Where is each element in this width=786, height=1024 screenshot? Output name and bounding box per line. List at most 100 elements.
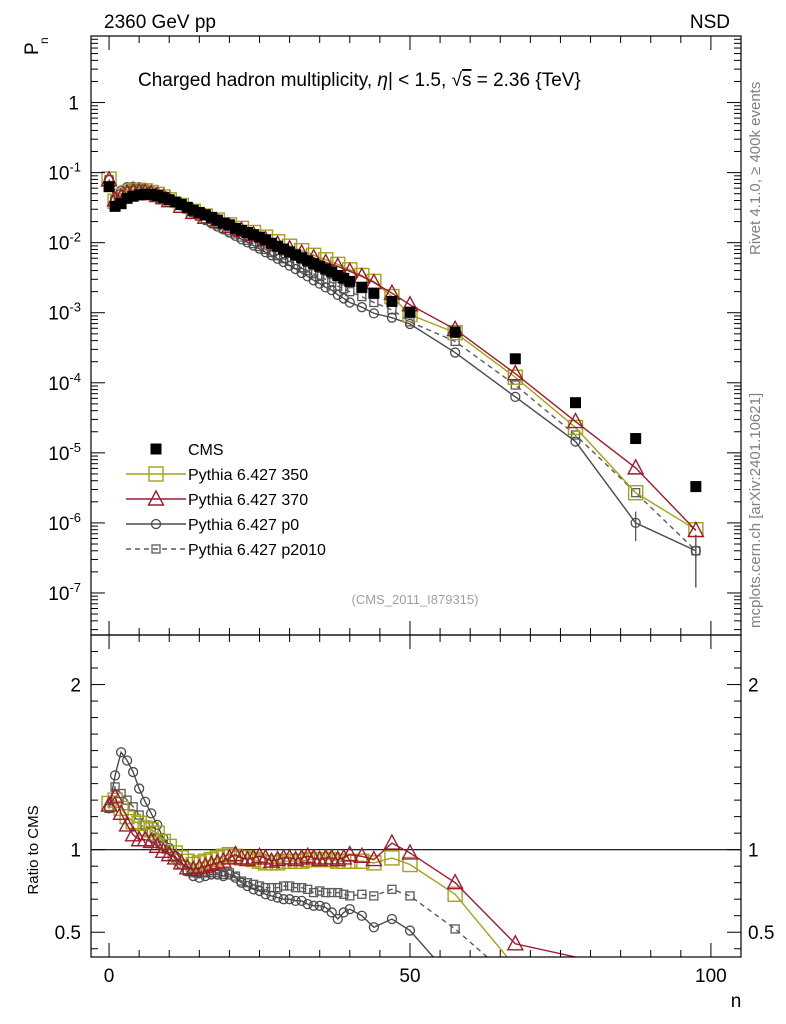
header-left: 2360 GeV pp: [104, 12, 216, 33]
main-point-p0: [368, 308, 380, 319]
main-ylabel: P: [22, 42, 43, 55]
ratio-point-p0: [266, 890, 277, 902]
main-point-cms: [103, 181, 115, 193]
ratio-point-p0: [140, 796, 151, 807]
main-point-p0: [690, 545, 702, 556]
legend-label-p370: Pythia 6.427 370: [188, 492, 308, 509]
main-point-cms: [145, 188, 157, 200]
ratio-line-p2010: [108, 785, 489, 957]
title-s: s: [462, 70, 472, 91]
main-point-cms: [199, 209, 211, 221]
ratio-point-p370: [311, 850, 329, 867]
main-point-cms: [368, 287, 380, 299]
ratio-point-p0: [386, 913, 398, 925]
ratio-point-p0: [236, 877, 247, 888]
legend-label-cms: CMS: [188, 442, 224, 459]
main-point-cms: [344, 275, 356, 287]
ratio-point-p2010: [315, 886, 325, 896]
main-point-p370: [566, 412, 585, 429]
main-point-p0: [356, 302, 367, 313]
main-point-p0: [630, 517, 641, 529]
main-point-p2010: [510, 380, 520, 390]
ratio-point-p0: [272, 892, 283, 903]
main-point-cms: [284, 246, 296, 258]
main-point-cms: [187, 204, 199, 216]
main-point-cms: [630, 433, 642, 445]
ratio-point-p370: [112, 803, 130, 821]
main-point-p350: [507, 369, 524, 385]
ratio-xtick-label: 0: [104, 966, 115, 987]
ratio-point-p2010: [272, 882, 283, 893]
ratio-point-p2010: [290, 882, 301, 893]
ratio-point-p2010: [339, 889, 349, 899]
ratio-point-p0: [314, 900, 325, 911]
main-point-cms: [248, 229, 259, 241]
ratio-point-p370: [220, 848, 239, 865]
ratio-point-p2010: [321, 887, 331, 898]
main-point-cms: [404, 306, 416, 318]
main-ylabel-sub: n: [37, 37, 51, 44]
ratio-point-p0: [284, 894, 295, 905]
ratio-point-p0: [121, 755, 133, 766]
ratio-point-p370: [124, 825, 142, 842]
ratio-point-p0: [109, 770, 121, 781]
main-point-cms: [181, 201, 193, 213]
ratio-xtick-label: 100: [695, 966, 727, 987]
main-ytick-label: 10-4: [48, 370, 81, 395]
main-point-cms: [326, 266, 338, 278]
main-point-p2010: [631, 488, 641, 498]
main-point-cms: [449, 326, 461, 338]
main-point-p350: [447, 324, 463, 341]
main-ytick-label: 10-2: [48, 230, 81, 255]
ratio-point-p0: [224, 869, 235, 880]
ratio-point-p350: [447, 886, 463, 902]
ratio-point-p2010: [333, 887, 343, 898]
ratio-point-p370: [100, 795, 118, 812]
ratio-point-p2010: [248, 879, 259, 889]
main-point-cms: [121, 192, 133, 204]
main-point-p0: [284, 260, 295, 271]
main-point-cms: [509, 353, 521, 365]
main-ytick-label-one: 1: [68, 94, 79, 115]
main-point-cms: [266, 237, 278, 249]
ratio-point-p2010: [122, 795, 132, 805]
main-point-p0: [278, 256, 289, 268]
ratio-point-p0: [127, 766, 139, 778]
ratio-point-p370: [365, 850, 383, 867]
ratio-point-p350: [143, 822, 159, 838]
axes: 10-7 10-6 10-5 10-4 10-3 10-2 10-1 1 0 50 100 0.5 0.…: [48, 35, 774, 987]
main-point-cms: [356, 281, 368, 293]
main-point-p0: [308, 275, 319, 286]
ratio-point-p0: [368, 922, 380, 933]
ratio-point-p2010: [327, 887, 337, 898]
legend-label-p0: Pythia 6.427 p0: [188, 517, 299, 534]
analysis-watermark: (CMS_2011_I879315): [352, 592, 479, 607]
ratio-point-p370: [446, 873, 464, 890]
ratio-point-p0: [146, 808, 157, 819]
main-plot-data: [100, 170, 705, 588]
ratio-point-p2010: [254, 881, 265, 891]
ratio-point-p370: [286, 850, 305, 867]
ratio-line-p350: [108, 799, 509, 957]
main-point-cms: [157, 192, 169, 204]
title-part-2: | < 1.5,: [388, 70, 452, 91]
main-ytick-label: 10-7: [48, 580, 81, 605]
main-point-cms: [223, 219, 235, 231]
legend-marker-p0: [150, 518, 162, 530]
main-point-p370: [627, 458, 645, 475]
ratio-point-p0: [404, 925, 416, 936]
main-point-cms: [169, 196, 181, 208]
main-point-cms: [217, 217, 229, 229]
main-point-p2010: [303, 265, 313, 276]
main-point-p2010: [345, 286, 355, 297]
ratio-point-p370: [202, 855, 221, 872]
ratio-xtick-label: 50: [399, 966, 420, 987]
ratio-point-p0: [308, 900, 319, 911]
ratio-point-p2010: [450, 924, 460, 934]
main-point-p0: [404, 318, 416, 330]
ratio-point-p0: [133, 783, 145, 794]
main-point-cms: [211, 214, 223, 226]
ratio-point-p350: [137, 820, 153, 836]
main-point-cms: [314, 260, 326, 272]
ratio-point-p0: [230, 872, 241, 883]
